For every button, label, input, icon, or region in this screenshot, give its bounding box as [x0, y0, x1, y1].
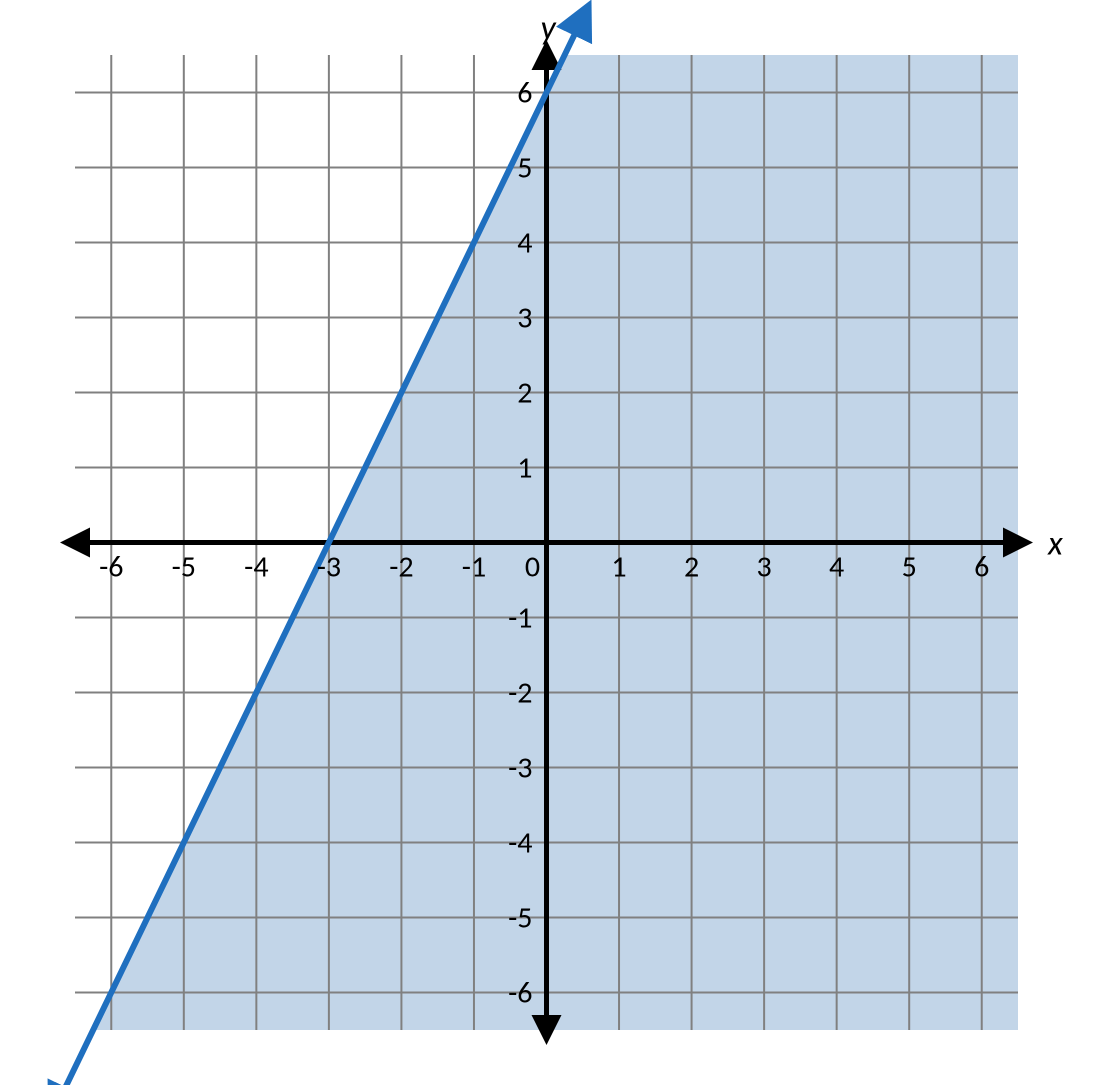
x-tick-label: -6	[99, 549, 123, 586]
y-tick-label: 4	[517, 225, 532, 262]
y-tick-label: -5	[508, 900, 532, 937]
y-tick-label: -1	[508, 600, 532, 637]
x-axis-label: x	[1047, 524, 1063, 565]
x-tick-label: -5	[172, 549, 196, 586]
y-tick-label: -4	[508, 825, 532, 862]
y-tick-label: -2	[508, 675, 532, 712]
y-tick-label: -3	[508, 750, 532, 787]
x-tick-label: 4	[829, 549, 844, 586]
y-tick-label: 6	[517, 75, 532, 112]
x-tick-label: 3	[757, 549, 772, 586]
y-tick-label: 1	[517, 450, 532, 487]
x-tick-label: 2	[684, 549, 699, 586]
x-tick-label: -3	[317, 549, 341, 586]
x-tick-label: 6	[974, 549, 989, 586]
x-tick-label: -2	[389, 549, 413, 586]
y-tick-label: -6	[508, 975, 532, 1012]
y-tick-label: 2	[517, 375, 532, 412]
x-tick-label: 1	[611, 549, 626, 586]
x-tick-label: -1	[462, 549, 486, 586]
x-tick-label: -4	[244, 549, 268, 586]
y-axis-label: y	[541, 8, 557, 49]
y-tick-label: 3	[517, 300, 532, 337]
x-tick-label: 0	[525, 549, 540, 586]
inequality-graph: -6 -5 -4 -3 -2 -1 0 1 2 3 4 5 6 -6 -5 -4 -3 -2 -1 1 2 3 4 5 6 x y	[0, 0, 1093, 1085]
y-tick-label: 5	[517, 150, 532, 187]
x-tick-label: 5	[902, 549, 917, 586]
